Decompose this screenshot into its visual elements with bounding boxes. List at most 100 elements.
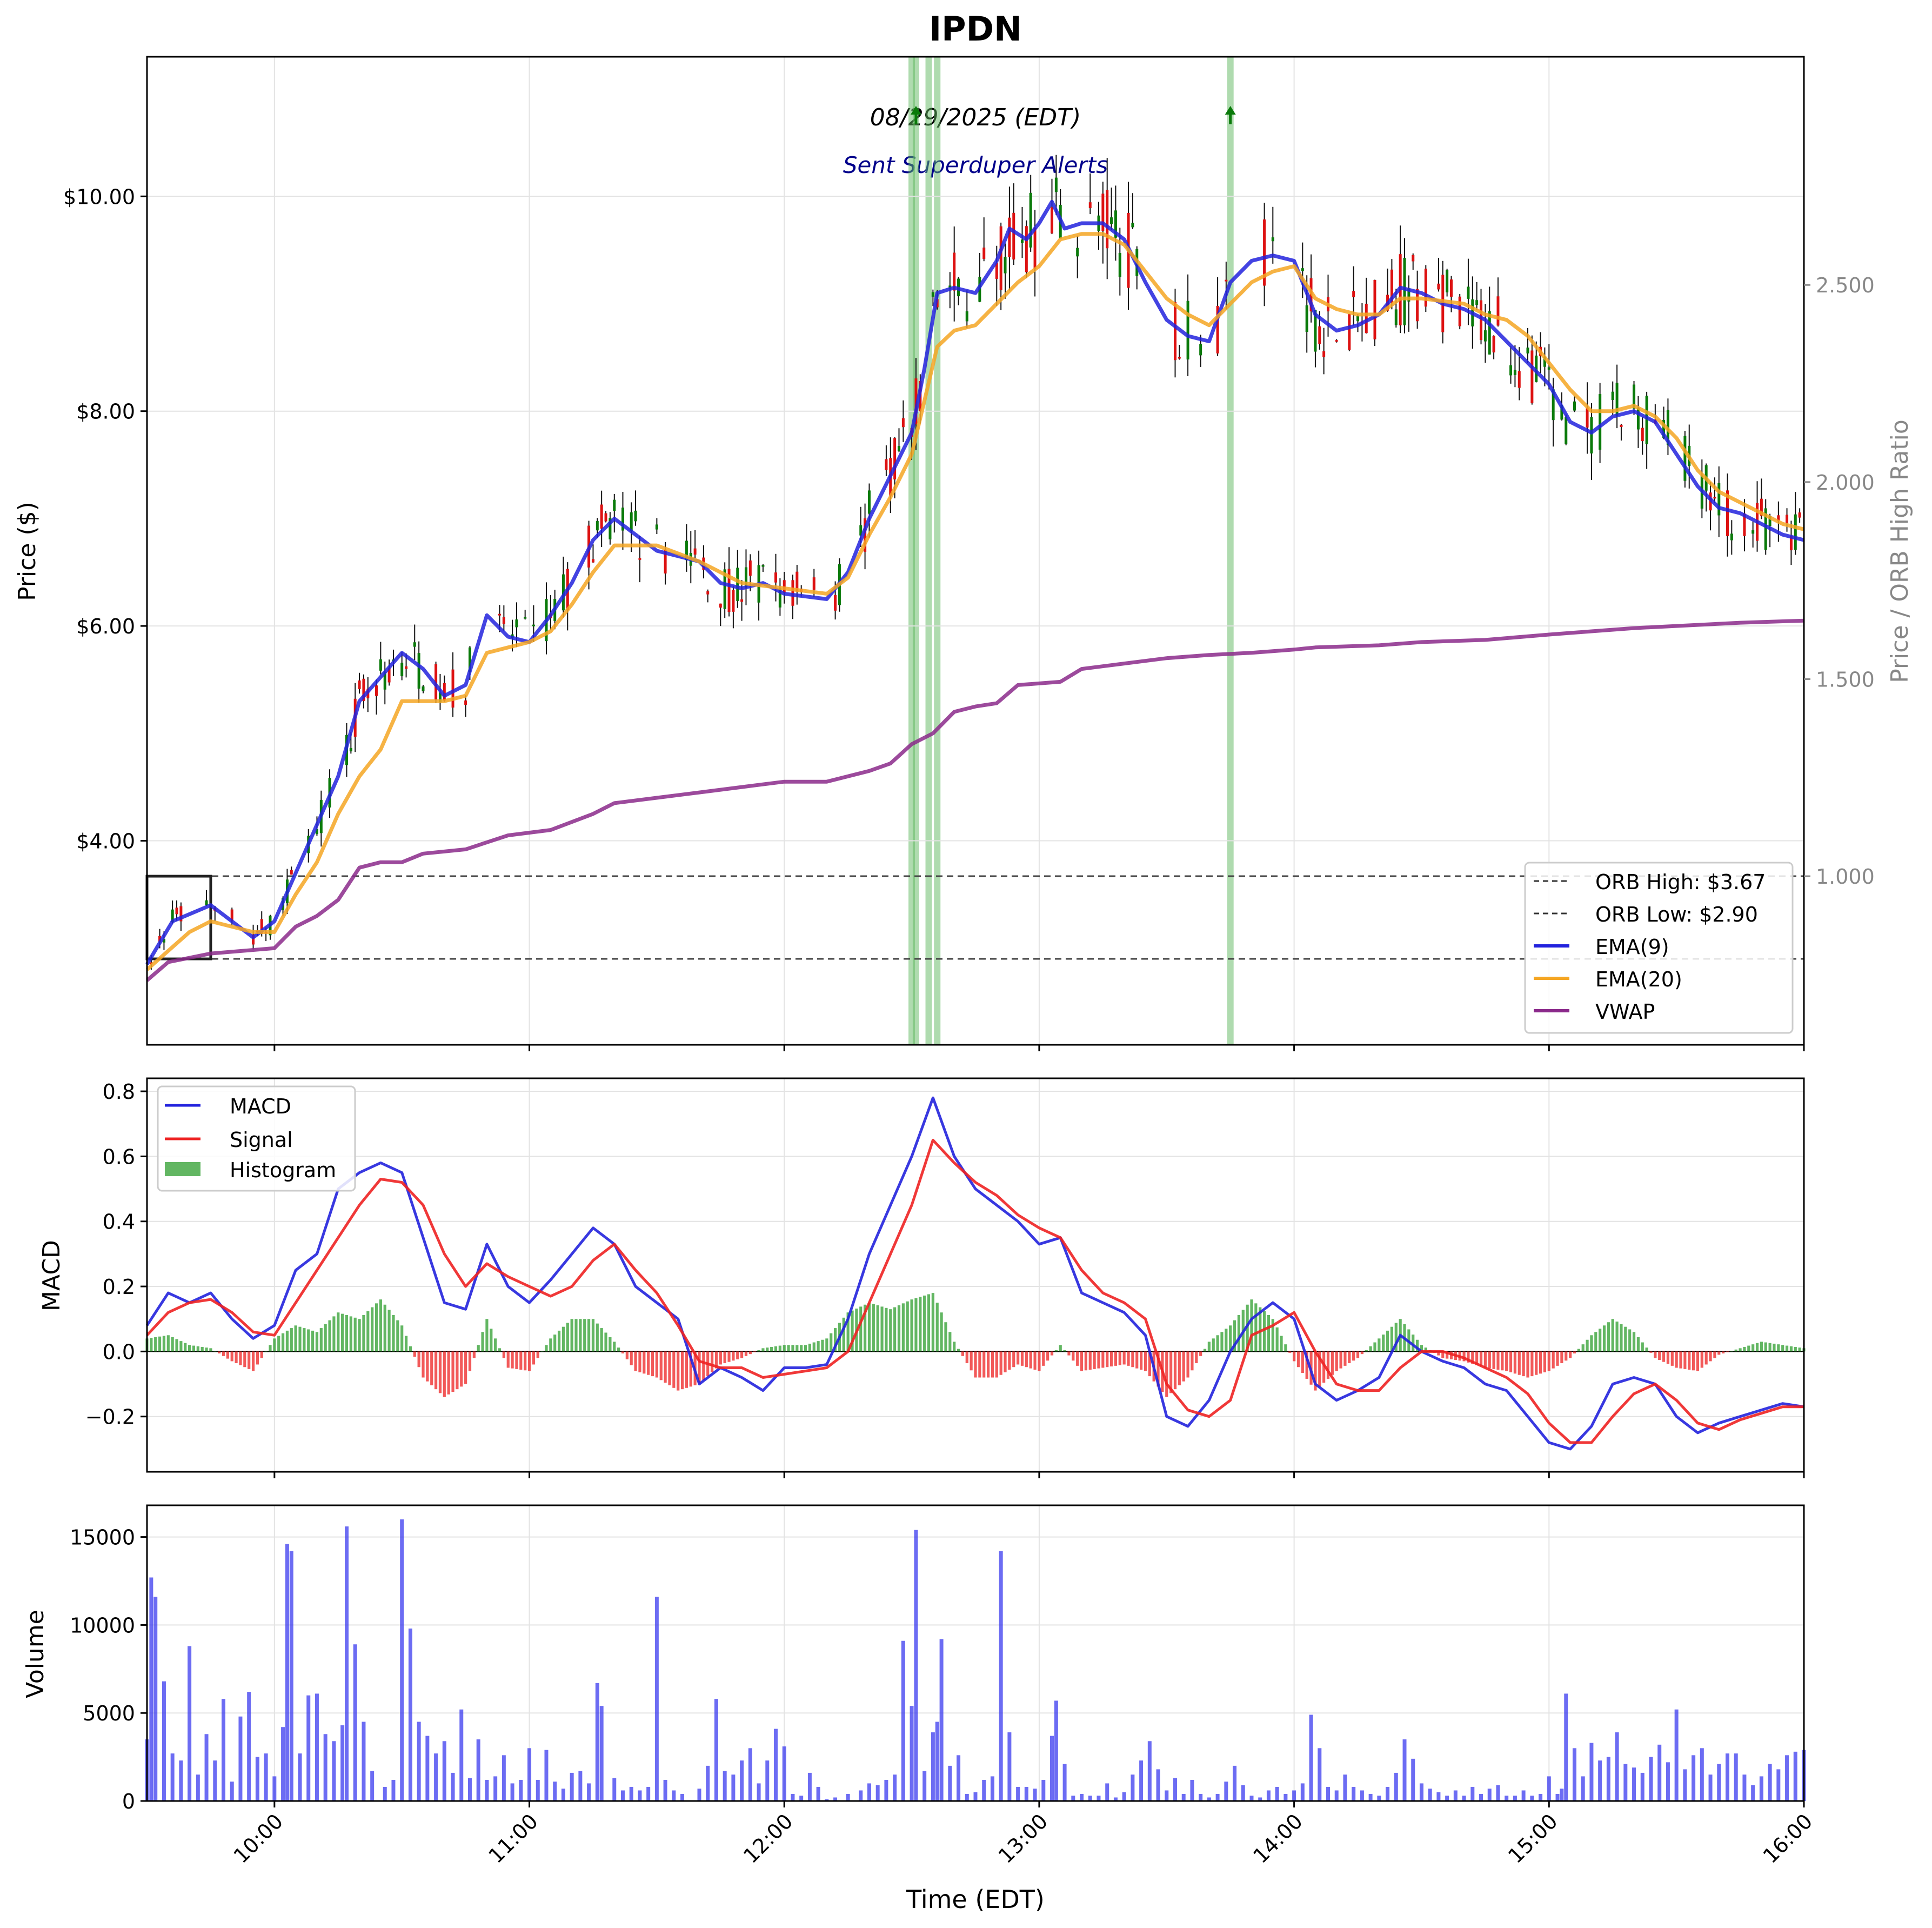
histogram-bar bbox=[524, 1351, 527, 1371]
histogram-bar bbox=[175, 1339, 178, 1352]
candle-body bbox=[1314, 310, 1317, 352]
candle-body bbox=[1271, 237, 1274, 242]
candle-body bbox=[1173, 302, 1176, 361]
histogram-bar bbox=[995, 1351, 998, 1378]
histogram-bar bbox=[1067, 1351, 1071, 1356]
histogram-bar bbox=[859, 1306, 863, 1352]
histogram-bar bbox=[1339, 1351, 1342, 1369]
histogram-bar bbox=[1501, 1351, 1504, 1371]
histogram-bar bbox=[1233, 1320, 1236, 1352]
candle-body bbox=[1794, 514, 1797, 550]
histogram-bar bbox=[604, 1332, 607, 1352]
histogram-bar bbox=[1106, 1351, 1109, 1367]
histogram-bar bbox=[1505, 1351, 1508, 1371]
histogram-bar bbox=[248, 1351, 251, 1369]
candle-body bbox=[1110, 217, 1113, 224]
volume-bar bbox=[1024, 1786, 1028, 1801]
histogram-bar bbox=[923, 1295, 926, 1352]
volume-bar bbox=[1700, 1748, 1704, 1801]
histogram-bar bbox=[540, 1351, 544, 1352]
histogram-bar bbox=[472, 1351, 476, 1358]
volume-bar bbox=[1768, 1764, 1772, 1801]
histogram-bar bbox=[328, 1320, 331, 1352]
candle-body bbox=[897, 446, 900, 451]
histogram-bar bbox=[965, 1351, 968, 1364]
candle-body bbox=[600, 504, 603, 529]
candle-body bbox=[1416, 289, 1419, 322]
alert-arrow-head bbox=[910, 106, 921, 115]
histogram-bar bbox=[702, 1351, 705, 1380]
histogram-bar bbox=[1781, 1345, 1784, 1352]
histogram-bar bbox=[1764, 1342, 1767, 1352]
histogram-bar bbox=[239, 1351, 242, 1365]
volume-bar bbox=[799, 1796, 804, 1801]
histogram-bar bbox=[1394, 1323, 1398, 1352]
price-y-tick-label: $4.00 bbox=[76, 829, 135, 853]
volume-bar bbox=[1343, 1774, 1347, 1801]
volume-bar bbox=[901, 1640, 905, 1801]
histogram-bar bbox=[179, 1341, 183, 1352]
macd-y-tick-label: 0.6 bbox=[103, 1145, 135, 1169]
volume-bar bbox=[931, 1732, 935, 1801]
volume-bar bbox=[485, 1779, 489, 1801]
ratio-y-tick-label: 1.500 bbox=[1816, 668, 1875, 691]
candle-body bbox=[230, 909, 233, 921]
volume-bar bbox=[957, 1755, 961, 1801]
volume-bar bbox=[1674, 1709, 1679, 1801]
histogram-bar bbox=[1369, 1346, 1372, 1352]
candle-body bbox=[1407, 288, 1410, 302]
volume-axis-label: Volume bbox=[22, 1610, 49, 1698]
candle-body bbox=[1717, 483, 1721, 516]
candle-body bbox=[1322, 351, 1326, 357]
candle-body bbox=[1178, 357, 1181, 359]
candle-body bbox=[1020, 239, 1024, 243]
histogram-bar bbox=[774, 1346, 778, 1352]
histogram-bar bbox=[1569, 1351, 1572, 1358]
candle-body bbox=[1641, 428, 1644, 442]
candle-body bbox=[638, 558, 641, 560]
histogram-bar bbox=[1012, 1351, 1015, 1367]
histogram-bar bbox=[1296, 1351, 1300, 1367]
volume-bar bbox=[1283, 1793, 1288, 1801]
volume-bar bbox=[1266, 1790, 1271, 1801]
candle-body bbox=[1645, 396, 1648, 444]
histogram-bar bbox=[1373, 1342, 1376, 1352]
histogram-bar bbox=[677, 1351, 680, 1391]
volume-bar bbox=[1050, 1736, 1054, 1801]
histogram-bar bbox=[1212, 1338, 1215, 1352]
histogram-bar bbox=[808, 1343, 811, 1352]
candle-body bbox=[914, 378, 918, 425]
volume-bar bbox=[1606, 1757, 1610, 1801]
candle-body bbox=[422, 686, 425, 691]
histogram-bar bbox=[795, 1345, 799, 1352]
histogram-bar bbox=[1220, 1332, 1224, 1352]
volume-bar bbox=[1360, 1790, 1364, 1801]
candle-body bbox=[1620, 424, 1623, 427]
histogram-bar bbox=[481, 1332, 484, 1352]
volume-bar bbox=[1207, 1797, 1211, 1801]
volume-bar bbox=[1560, 1789, 1564, 1801]
histogram-bar bbox=[158, 1336, 162, 1352]
volume-bar bbox=[1708, 1774, 1713, 1801]
histogram-bar bbox=[294, 1325, 297, 1352]
histogram-bar bbox=[1382, 1335, 1385, 1352]
ratio-y-tick-label: 2.000 bbox=[1816, 471, 1875, 495]
alert-band bbox=[912, 57, 919, 1045]
macd-y-tick-label: 0.8 bbox=[103, 1080, 135, 1104]
volume-bar bbox=[1539, 1793, 1543, 1801]
histogram-bar bbox=[553, 1335, 557, 1352]
histogram-bar bbox=[1773, 1343, 1776, 1352]
volume-bar bbox=[697, 1789, 701, 1801]
macd-axis-label: MACD bbox=[38, 1240, 65, 1311]
histogram-bar bbox=[557, 1330, 561, 1352]
candle-body bbox=[867, 490, 871, 514]
volume-bar bbox=[400, 1519, 404, 1801]
candle-body bbox=[438, 692, 442, 703]
candle-body bbox=[1480, 300, 1483, 341]
candle-body bbox=[1365, 303, 1368, 333]
histogram-bar bbox=[1713, 1351, 1716, 1358]
volume-bar bbox=[1470, 1786, 1475, 1801]
candle-body bbox=[774, 572, 778, 583]
candle-body bbox=[1586, 408, 1589, 428]
histogram-bar bbox=[1670, 1351, 1674, 1366]
